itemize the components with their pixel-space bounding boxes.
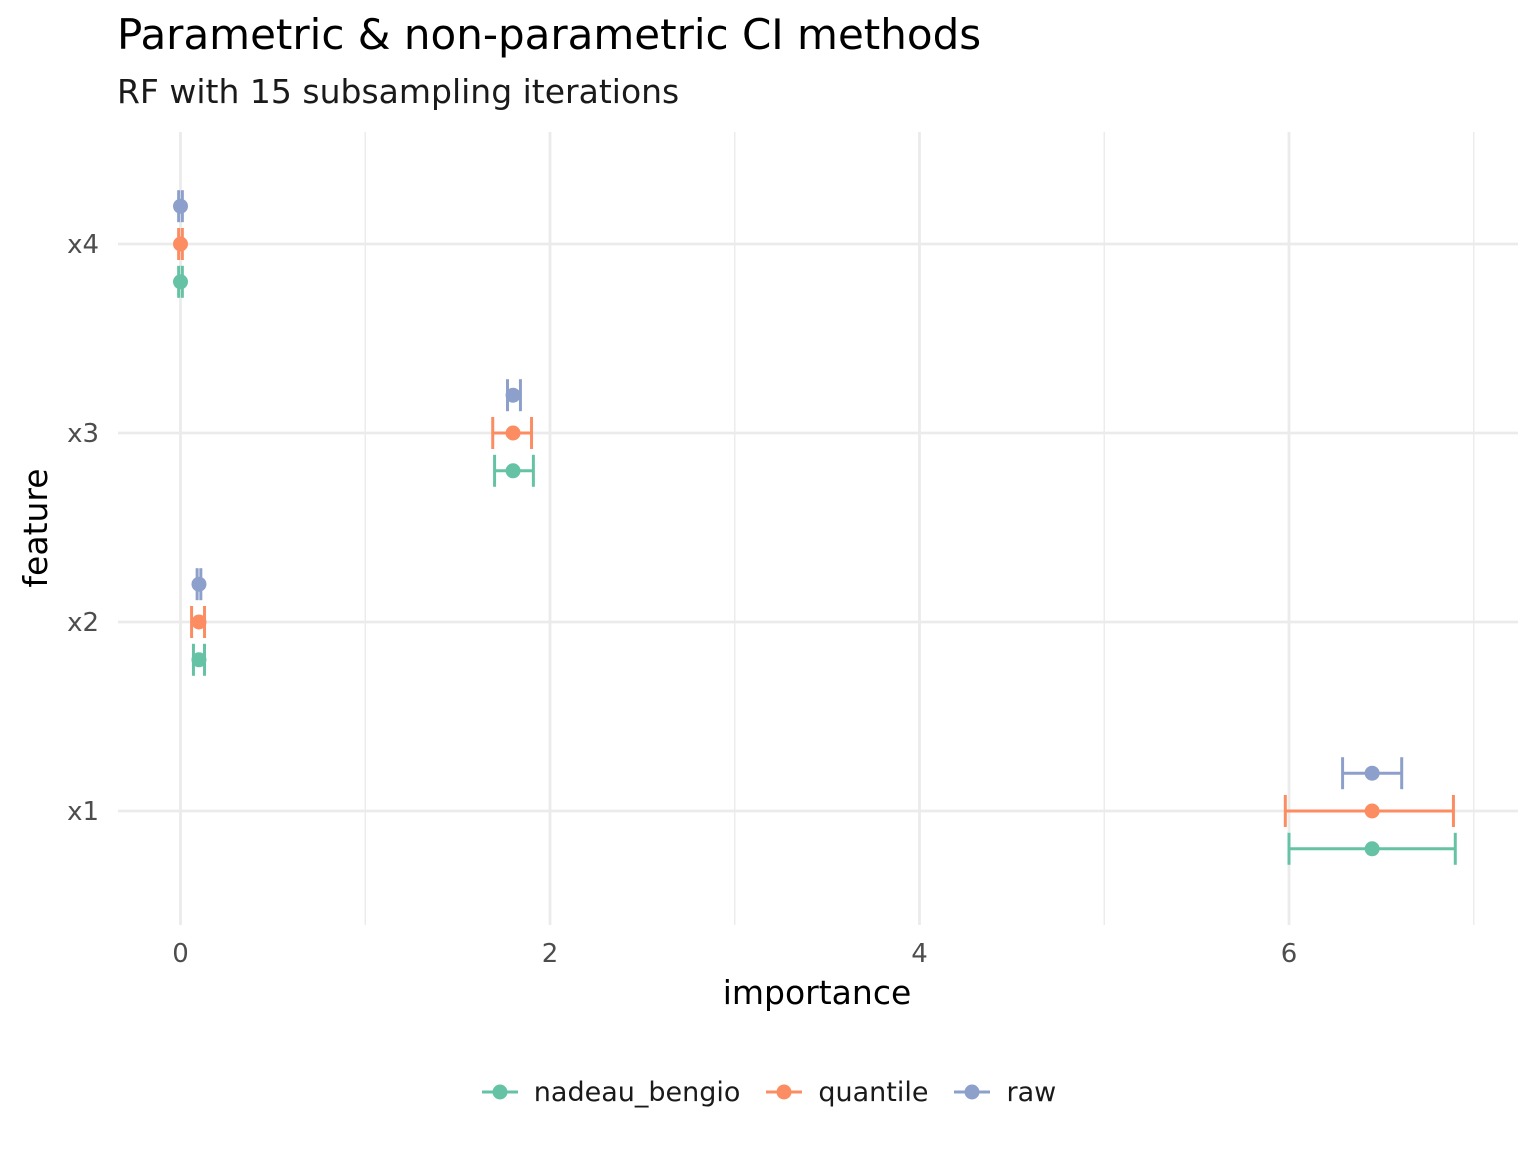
point-nadeau_bengio-x3	[505, 463, 521, 479]
x-axis-label: importance	[723, 973, 912, 1012]
legend-key-icon	[481, 1084, 518, 1100]
x-tick-label: 6	[1281, 939, 1298, 969]
point-nadeau_bengio-x4	[173, 274, 188, 290]
point-quantile-x4	[173, 236, 188, 252]
legend-label: raw	[1006, 1076, 1057, 1108]
legend-label: nadeau_bengio	[533, 1076, 741, 1108]
chart-plot: 0 2 4 6 x1 x2 x3 x4 importance feature	[16, 132, 1518, 1012]
y-tick-label: x3	[67, 419, 99, 449]
point-raw-x4	[173, 198, 188, 214]
y-tick-label: x2	[67, 608, 99, 638]
chart-subtitle: RF with 15 subsampling iterations	[117, 72, 680, 111]
y-tick-label: x4	[67, 230, 99, 260]
legend-key-icon	[954, 1084, 991, 1100]
legend-label: quantile	[818, 1076, 929, 1108]
x-tick-label: 4	[911, 939, 928, 969]
point-nadeau_bengio-x1	[1364, 841, 1380, 857]
legend: nadeau_bengio quantile raw	[0, 1068, 1536, 1116]
y-tick-label: x1	[67, 797, 99, 827]
point-nadeau_bengio-x2	[191, 652, 207, 668]
point-quantile-x2	[191, 614, 207, 630]
legend-key-icon	[766, 1084, 803, 1100]
legend-item-raw: raw	[952, 1072, 1056, 1112]
point-raw-x3	[505, 387, 521, 403]
legend-item-nadeau_bengio: nadeau_bengio	[480, 1072, 741, 1112]
x-tick-label: 2	[542, 939, 559, 969]
point-quantile-x1	[1364, 803, 1380, 819]
point-raw-x2	[191, 576, 207, 592]
x-tick-label: 0	[172, 939, 189, 969]
point-quantile-x3	[505, 425, 521, 441]
legend-item-quantile: quantile	[764, 1072, 928, 1112]
y-axis-label: feature	[16, 468, 55, 587]
point-raw-x1	[1364, 765, 1380, 781]
chart-title: Parametric & non-parametric CI methods	[117, 10, 982, 59]
